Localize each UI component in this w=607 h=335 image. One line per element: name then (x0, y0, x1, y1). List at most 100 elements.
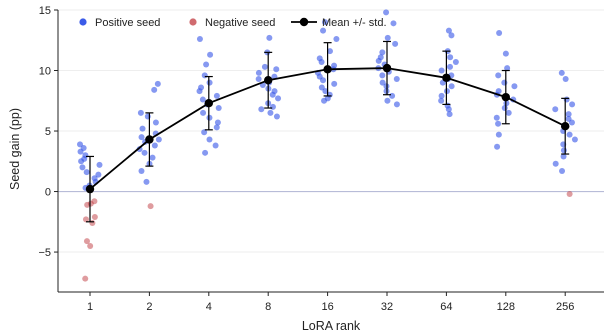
positive-seed-point (384, 97, 391, 104)
negative-seed-point (83, 238, 90, 245)
positive-seed-point (448, 83, 455, 90)
positive-seed-point (266, 34, 273, 41)
positive-seed-point (379, 49, 386, 56)
negative-seed-point (566, 190, 573, 197)
positive-seed-point (78, 158, 85, 165)
positive-seed-point (495, 120, 502, 127)
y-tick-label: 10 (39, 66, 51, 78)
positive-seed-point (201, 72, 208, 79)
positive-seed-point (269, 91, 276, 98)
negative-seed-point (87, 243, 94, 250)
positive-seed-point (77, 148, 84, 155)
grid-layer (58, 9, 604, 253)
positive-seed-point (213, 92, 220, 99)
positive-seed-point (326, 48, 333, 55)
axes-layer: −5 0 5 10 15 1 2 4 8 16 32 64 128 256 (38, 5, 604, 313)
positive-seed-point (255, 69, 262, 76)
x-tick-label: 1 (87, 301, 93, 313)
positive-seed-point (255, 75, 262, 82)
positive-seed-point (562, 75, 569, 82)
x-tick-label: 32 (381, 301, 393, 313)
mean-point (323, 65, 332, 74)
y-tick-label: −5 (38, 247, 51, 259)
mean-point (561, 121, 570, 131)
positive-seed-point (502, 50, 509, 57)
positive-seed-point (199, 96, 206, 103)
positive-seed-point (206, 79, 213, 86)
mean-point (501, 92, 510, 102)
positive-seed-point (496, 29, 503, 36)
positive-seed-point (196, 88, 203, 95)
positive-seed-point (375, 57, 382, 64)
positive-seed-point (389, 92, 396, 99)
positive-seed-point (273, 113, 280, 120)
positive-seed-point (151, 86, 158, 93)
x-tick-label: 8 (265, 301, 271, 313)
positive-seed-point (563, 96, 570, 103)
negative-seed-point (82, 275, 89, 282)
positive-seed-point (447, 54, 454, 61)
positive-seed-point (201, 129, 208, 136)
positive-seed-point (445, 106, 452, 113)
negative-seed-point (91, 213, 98, 220)
positive-seed-point (568, 119, 575, 126)
x-tick-label: 256 (556, 301, 574, 313)
positive-seed-point (206, 136, 213, 143)
positive-seed-point (212, 142, 219, 149)
positive-seed-point (511, 83, 518, 90)
positive-seed-point (379, 79, 386, 86)
positive-seed-point (196, 36, 203, 43)
positive-seed-point (495, 131, 502, 138)
y-tick-label: 0 (45, 187, 51, 199)
positive-seed-point (139, 125, 146, 132)
x-tick-label: 128 (497, 301, 515, 313)
positive-seed-point (154, 80, 161, 87)
positive-seed-point (320, 27, 327, 34)
positive-seed-point (96, 161, 103, 168)
positive-seed-point (552, 160, 559, 167)
legend-label-positive-seed: Positive seed (95, 17, 160, 29)
positive-seed-point (493, 114, 500, 121)
positive-seed-point (392, 40, 399, 47)
positive-seed-point (141, 149, 148, 156)
positive-seed-point (501, 79, 508, 86)
x-tick-label: 4 (206, 301, 212, 313)
positive-seed-point (206, 114, 213, 121)
positive-seed-point (275, 95, 282, 102)
positive-seed-point (207, 51, 214, 58)
positive-seed-point (151, 142, 158, 149)
positive-seed-point (261, 63, 268, 70)
positive-seed-point (137, 109, 144, 116)
positive-seed-point (384, 34, 391, 41)
positive-seed-point (214, 119, 221, 126)
positive-seed-point (83, 169, 90, 176)
positive-seed-point (202, 149, 209, 156)
positive-seed-point (503, 100, 510, 107)
positive-seed-point (560, 153, 567, 160)
legend-marker-negative-seed (189, 18, 197, 26)
positive-seed-point (438, 67, 445, 74)
positive-seed-point (569, 101, 576, 108)
y-axis-label: Seed gain (pp) (8, 108, 22, 190)
positive-seed-point (138, 134, 145, 141)
positive-seed-point (560, 147, 567, 154)
mean-point (85, 184, 95, 194)
positive-seed-point (77, 141, 83, 148)
positive-seed-point (152, 119, 159, 126)
positive-seed-point (504, 65, 511, 72)
positive-seed-point (552, 106, 559, 113)
positive-seed-point (393, 75, 400, 82)
positive-seed-point (215, 105, 222, 112)
positive-seed-point (446, 111, 453, 118)
positive-seed-point (136, 146, 143, 153)
positive-seed-point (143, 178, 150, 185)
positive-seed-point (333, 36, 340, 43)
mean-point (264, 75, 273, 85)
negative-seed-point (147, 203, 154, 210)
positive-seed-point (494, 143, 501, 150)
positive-seed-point (321, 97, 328, 104)
positive-seed-point (200, 109, 207, 116)
positive-seed-point (393, 101, 400, 108)
positive-seed-point (331, 80, 338, 87)
positive-seed-point (559, 167, 566, 174)
